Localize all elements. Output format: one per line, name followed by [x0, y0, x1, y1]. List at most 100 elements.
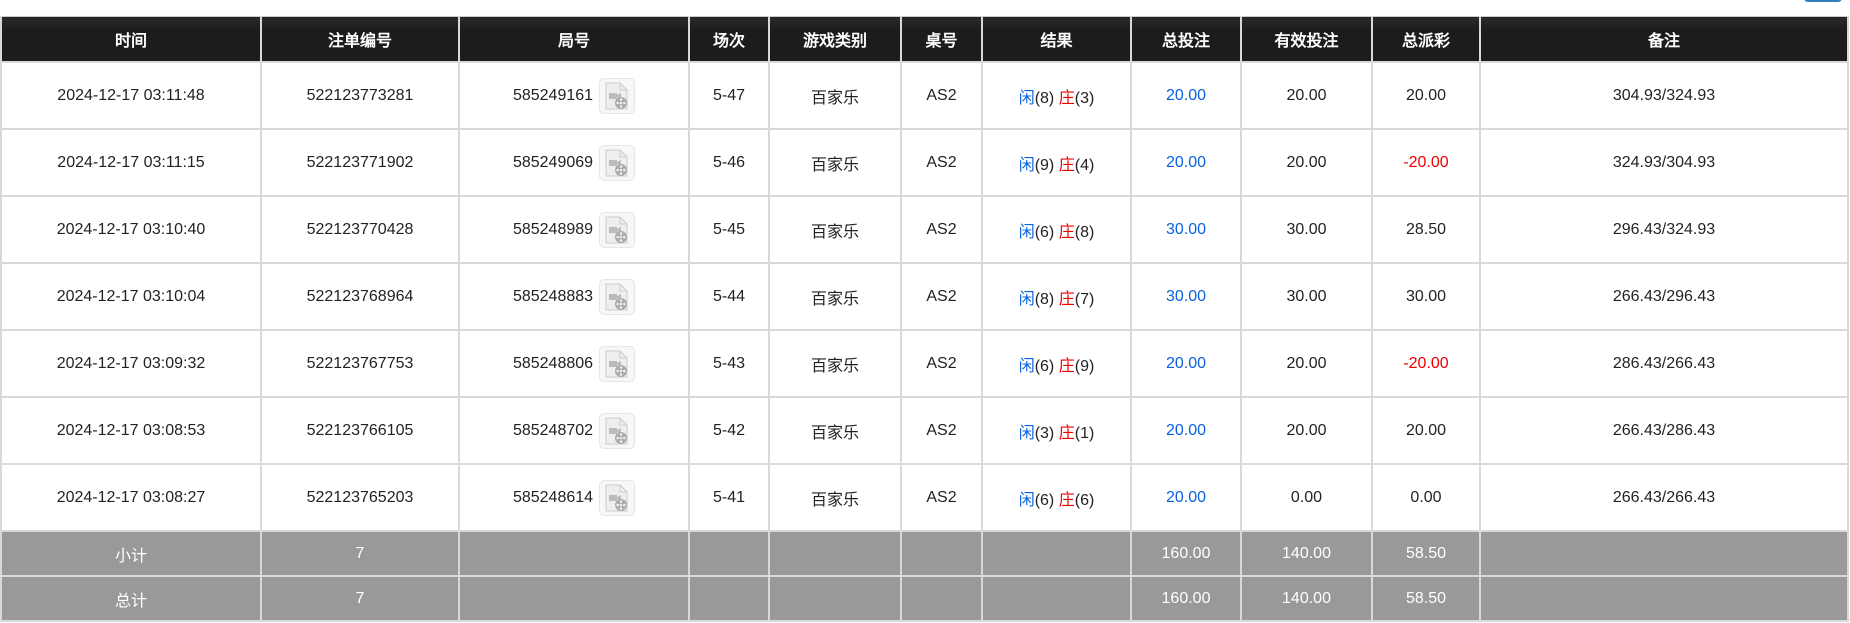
subtotal-label: 小计 — [0, 530, 262, 577]
time-cell: 2024-12-17 03:10:40 — [0, 195, 262, 264]
session-cell: 5-45 — [688, 195, 770, 264]
subtotal-payout: 58.50 — [1371, 530, 1481, 577]
session-cell: 5-47 — [688, 61, 770, 130]
total-bet-cell: 20.00 — [1130, 463, 1242, 532]
header-time: 时间 — [0, 16, 262, 63]
time-cell: 2024-12-17 03:10:04 — [0, 262, 262, 331]
bet-records-table: 时间 注单编号 局号 场次 游戏类别 桌号 结果 总投注 有效投注 总派彩 备注 2024-12-1… — [0, 16, 1849, 622]
valid-bet-cell: 30.00 — [1240, 262, 1373, 331]
player-score: (8) — [1034, 89, 1055, 107]
banker-label: 庄 — [1058, 156, 1075, 174]
note-cell: 266.43/266.43 — [1479, 463, 1849, 532]
payout-cell: 0.00 — [1371, 463, 1481, 532]
banker-label: 庄 — [1058, 491, 1075, 509]
time-cell: 2024-12-17 03:11:15 — [0, 128, 262, 197]
table-header-row: 时间 注单编号 局号 场次 游戏类别 桌号 结果 总投注 有效投注 总派彩 备注 — [0, 16, 1849, 63]
player-score: (6) — [1034, 357, 1055, 375]
payout-cell: -20.00 — [1371, 329, 1481, 398]
game-type-cell: 百家乐 — [768, 329, 902, 398]
valid-bet-cell: 20.00 — [1240, 61, 1373, 130]
header-total-payout: 总派彩 — [1371, 16, 1481, 63]
note-cell: 266.43/296.43 — [1479, 262, 1849, 331]
note-cell: 296.43/324.93 — [1479, 195, 1849, 264]
player-label: 闲 — [1018, 491, 1035, 509]
session-cell: 5-41 — [688, 463, 770, 532]
banker-label: 庄 — [1058, 290, 1075, 308]
valid-bet-cell: 20.00 — [1240, 329, 1373, 398]
session-cell: 5-46 — [688, 128, 770, 197]
banker-score: (8) — [1074, 223, 1095, 241]
player-label: 闲 — [1018, 223, 1035, 241]
time-cell: 2024-12-17 03:11:48 — [0, 61, 262, 130]
subtotal-row: 小计 7 160.00 140.00 58.50 — [0, 530, 1849, 577]
banker-score: (1) — [1074, 424, 1095, 442]
round-number: 585248806 — [512, 354, 594, 372]
round-number-cell: 585249161 — [458, 61, 690, 130]
result-cell: 闲(8) 庄(3) — [981, 61, 1132, 130]
valid-bet-cell: 20.00 — [1240, 128, 1373, 197]
player-label: 闲 — [1018, 357, 1035, 375]
note-cell: 266.43/286.43 — [1479, 396, 1849, 465]
top-right-button[interactable] — [1804, 0, 1842, 2]
player-score: (6) — [1034, 491, 1055, 509]
result-cell: 闲(6) 庄(8) — [981, 195, 1132, 264]
video-file-icon[interactable] — [599, 211, 636, 248]
header-game-type: 游戏类别 — [768, 16, 902, 63]
total-bet-cell: 30.00 — [1130, 195, 1242, 264]
player-score: (9) — [1034, 156, 1055, 174]
total-valid-bet: 140.00 — [1240, 575, 1373, 622]
time-cell: 2024-12-17 03:09:32 — [0, 329, 262, 398]
banker-score: (4) — [1074, 156, 1095, 174]
video-file-icon[interactable] — [599, 479, 636, 516]
round-number: 585248614 — [512, 488, 594, 506]
video-file-icon[interactable] — [599, 412, 636, 449]
bet-number-cell: 522123771902 — [260, 128, 460, 197]
total-label: 总计 — [0, 575, 262, 622]
video-file-icon[interactable] — [599, 144, 636, 181]
total-count: 7 — [260, 575, 460, 622]
round-number: 585249161 — [512, 86, 594, 104]
note-cell: 286.43/266.43 — [1479, 329, 1849, 398]
bet-number-cell: 522123770428 — [260, 195, 460, 264]
player-label: 闲 — [1018, 89, 1035, 107]
table-number-cell: AS2 — [900, 262, 983, 331]
payout-cell: -20.00 — [1371, 128, 1481, 197]
header-result: 结果 — [981, 16, 1132, 63]
valid-bet-cell: 30.00 — [1240, 195, 1373, 264]
round-number: 585249069 — [512, 153, 594, 171]
video-file-icon[interactable] — [599, 278, 636, 315]
payout-cell: 20.00 — [1371, 396, 1481, 465]
bet-number-cell: 522123767753 — [260, 329, 460, 398]
table-number-cell: AS2 — [900, 61, 983, 130]
player-label: 闲 — [1018, 424, 1035, 442]
payout-cell: 28.50 — [1371, 195, 1481, 264]
total-bet-cell: 20.00 — [1130, 61, 1242, 130]
subtotal-total-bet: 160.00 — [1130, 530, 1242, 577]
player-label: 闲 — [1018, 156, 1035, 174]
table-number-cell: AS2 — [900, 396, 983, 465]
round-number-cell: 585248614 — [458, 463, 690, 532]
round-number-cell: 585248806 — [458, 329, 690, 398]
player-score: (3) — [1034, 424, 1055, 442]
round-number-cell: 585248702 — [458, 396, 690, 465]
session-cell: 5-43 — [688, 329, 770, 398]
banker-score: (7) — [1074, 290, 1095, 308]
table-row: 2024-12-17 03:10:04 522123768964 585248883… — [0, 262, 1849, 331]
payout-cell: 20.00 — [1371, 61, 1481, 130]
video-file-icon[interactable] — [599, 345, 636, 382]
game-type-cell: 百家乐 — [768, 195, 902, 264]
table-number-cell: AS2 — [900, 128, 983, 197]
result-cell: 闲(9) 庄(4) — [981, 128, 1132, 197]
round-number: 585248883 — [512, 287, 594, 305]
table-row: 2024-12-17 03:08:53 522123766105 585248702… — [0, 396, 1849, 465]
banker-label: 庄 — [1058, 89, 1075, 107]
video-file-icon[interactable] — [599, 77, 636, 114]
round-number: 585248702 — [512, 421, 594, 439]
time-cell: 2024-12-17 03:08:53 — [0, 396, 262, 465]
bet-number-cell: 522123773281 — [260, 61, 460, 130]
table-row: 2024-12-17 03:11:15 522123771902 585249069… — [0, 128, 1849, 197]
banker-label: 庄 — [1058, 424, 1075, 442]
game-type-cell: 百家乐 — [768, 128, 902, 197]
game-type-cell: 百家乐 — [768, 396, 902, 465]
header-bet-number: 注单编号 — [260, 16, 460, 63]
